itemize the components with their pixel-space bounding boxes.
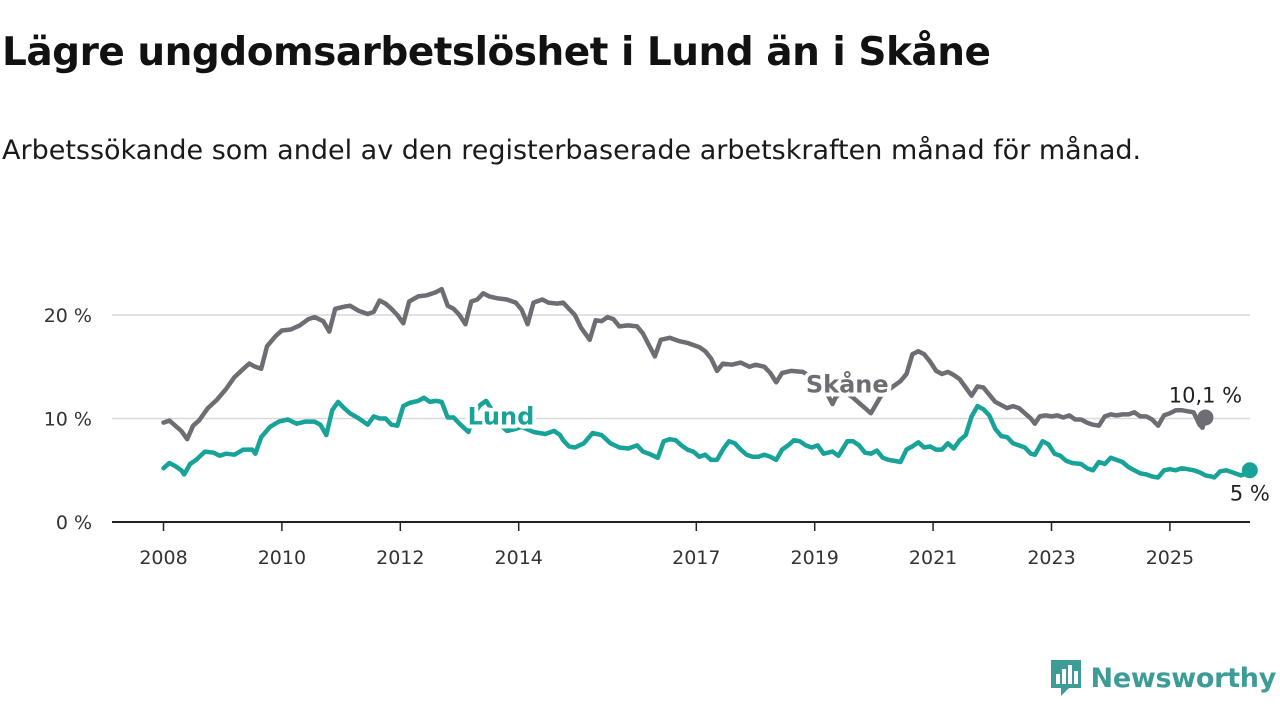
x-tick-label: 2010 <box>258 547 306 569</box>
series-label-lund: Lund <box>468 403 535 431</box>
series-label-skane: Skåne <box>806 370 889 399</box>
x-tick-label: 2008 <box>139 547 187 569</box>
y-tick-label: 20 % <box>44 305 92 327</box>
brand-logo: Newsworthy <box>1049 658 1276 698</box>
series-layer <box>161 286 1253 480</box>
end-marker-skane <box>1197 409 1214 426</box>
x-tick-label: 2019 <box>791 547 839 569</box>
series-line-skane <box>161 286 1208 442</box>
x-axis: 2008 2010 2012 2014 2017 2019 2021 2023 2025 <box>112 521 1250 569</box>
newsworthy-logo-icon <box>1050 660 1081 696</box>
x-tick-label: 2012 <box>376 547 424 569</box>
series-label-halo: Lund <box>468 403 535 431</box>
x-tick-label: 2023 <box>1027 547 1075 569</box>
x-tick-label: 2021 <box>909 547 957 569</box>
series-line-lund <box>161 395 1253 480</box>
x-tick-label: 2014 <box>495 547 543 569</box>
y-axis-ticks: 0 % 10 % 20 % <box>44 305 92 534</box>
series-label-halo: Skåne <box>806 370 889 399</box>
x-tick-label: 2017 <box>672 547 720 569</box>
x-tick-label: 2025 <box>1146 547 1194 569</box>
end-value-label-skane: 10,1 % <box>1169 383 1242 407</box>
chart-title: Lägre ungdomsarbetslöshet i Lund än i Sk… <box>2 30 991 75</box>
end-marker-lund <box>1241 462 1258 479</box>
y-tick-label: 10 % <box>44 409 92 431</box>
y-tick-label: 0 % <box>56 512 92 534</box>
chart-subtitle: Arbetssökande som andel av den registerb… <box>2 135 1142 166</box>
brand-name: Newsworthy <box>1090 662 1277 694</box>
end-value-label-lund: 5 % <box>1230 481 1270 505</box>
